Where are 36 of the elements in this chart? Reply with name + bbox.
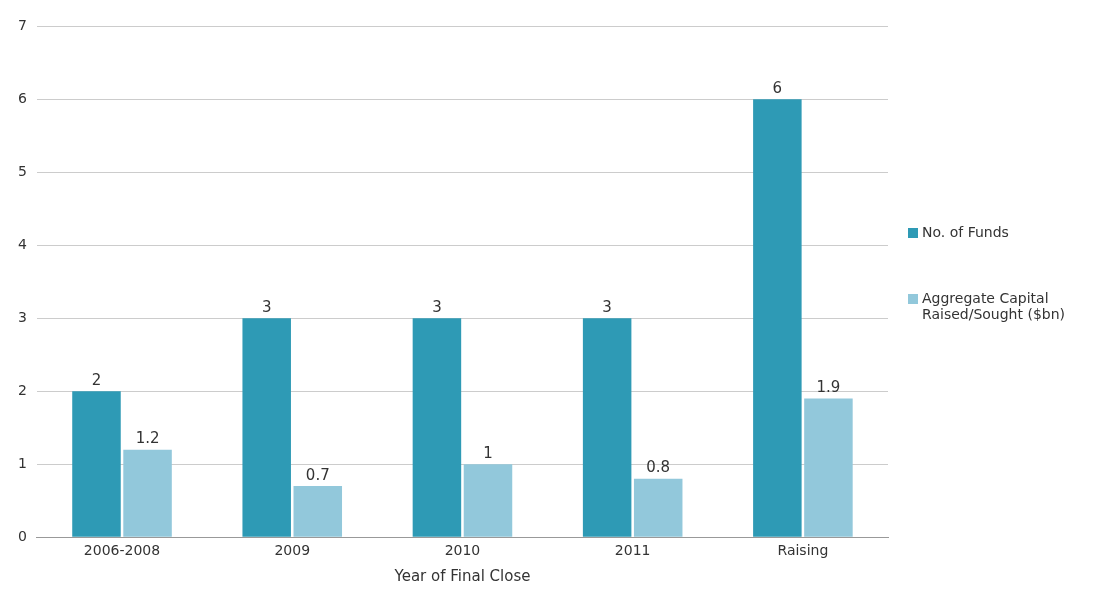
- bar: [72, 391, 121, 537]
- data-label: 0.7: [305, 465, 330, 484]
- y-tick-label: 1: [17, 454, 27, 471]
- legend-label: Aggregate Capital Raised/Sought ($bn): [922, 290, 1066, 322]
- y-tick-label: 7: [17, 17, 27, 34]
- data-label: 3: [432, 297, 442, 316]
- y-tick-label: 2: [17, 381, 27, 398]
- bar: [582, 318, 632, 537]
- y-tick-label: 5: [17, 162, 27, 179]
- y-tick-label: 3: [17, 308, 27, 325]
- data-label: 3: [261, 297, 272, 316]
- y-tick-label: 6: [17, 90, 27, 107]
- bar: [633, 478, 683, 537]
- bar: [412, 318, 462, 537]
- bar: [293, 486, 343, 537]
- data-label: 3: [602, 297, 612, 316]
- data-label: 1.9: [816, 377, 841, 396]
- x-tick-label: 2010: [444, 542, 481, 559]
- legend-label: No. of Funds: [922, 224, 1009, 240]
- x-axis-title: Year of Final Close: [393, 566, 531, 585]
- x-tick-label: 2009: [274, 542, 311, 559]
- data-label: 2: [91, 370, 102, 389]
- data-label: 1: [483, 443, 493, 462]
- bar: [463, 464, 513, 537]
- bar: [804, 398, 853, 537]
- x-tick-label: 2006-2008: [83, 542, 161, 559]
- y-tick-label: 0: [17, 527, 27, 544]
- x-tick-label: Raising: [777, 542, 829, 559]
- data-label: 0.8: [646, 458, 671, 477]
- bar: [123, 449, 172, 537]
- y-tick-label: 4: [17, 235, 27, 252]
- bar: [753, 99, 802, 537]
- data-label: 1.2: [135, 429, 160, 448]
- x-tick-label: 2011: [614, 542, 651, 559]
- bar: [242, 318, 291, 537]
- data-label: 6: [772, 78, 783, 97]
